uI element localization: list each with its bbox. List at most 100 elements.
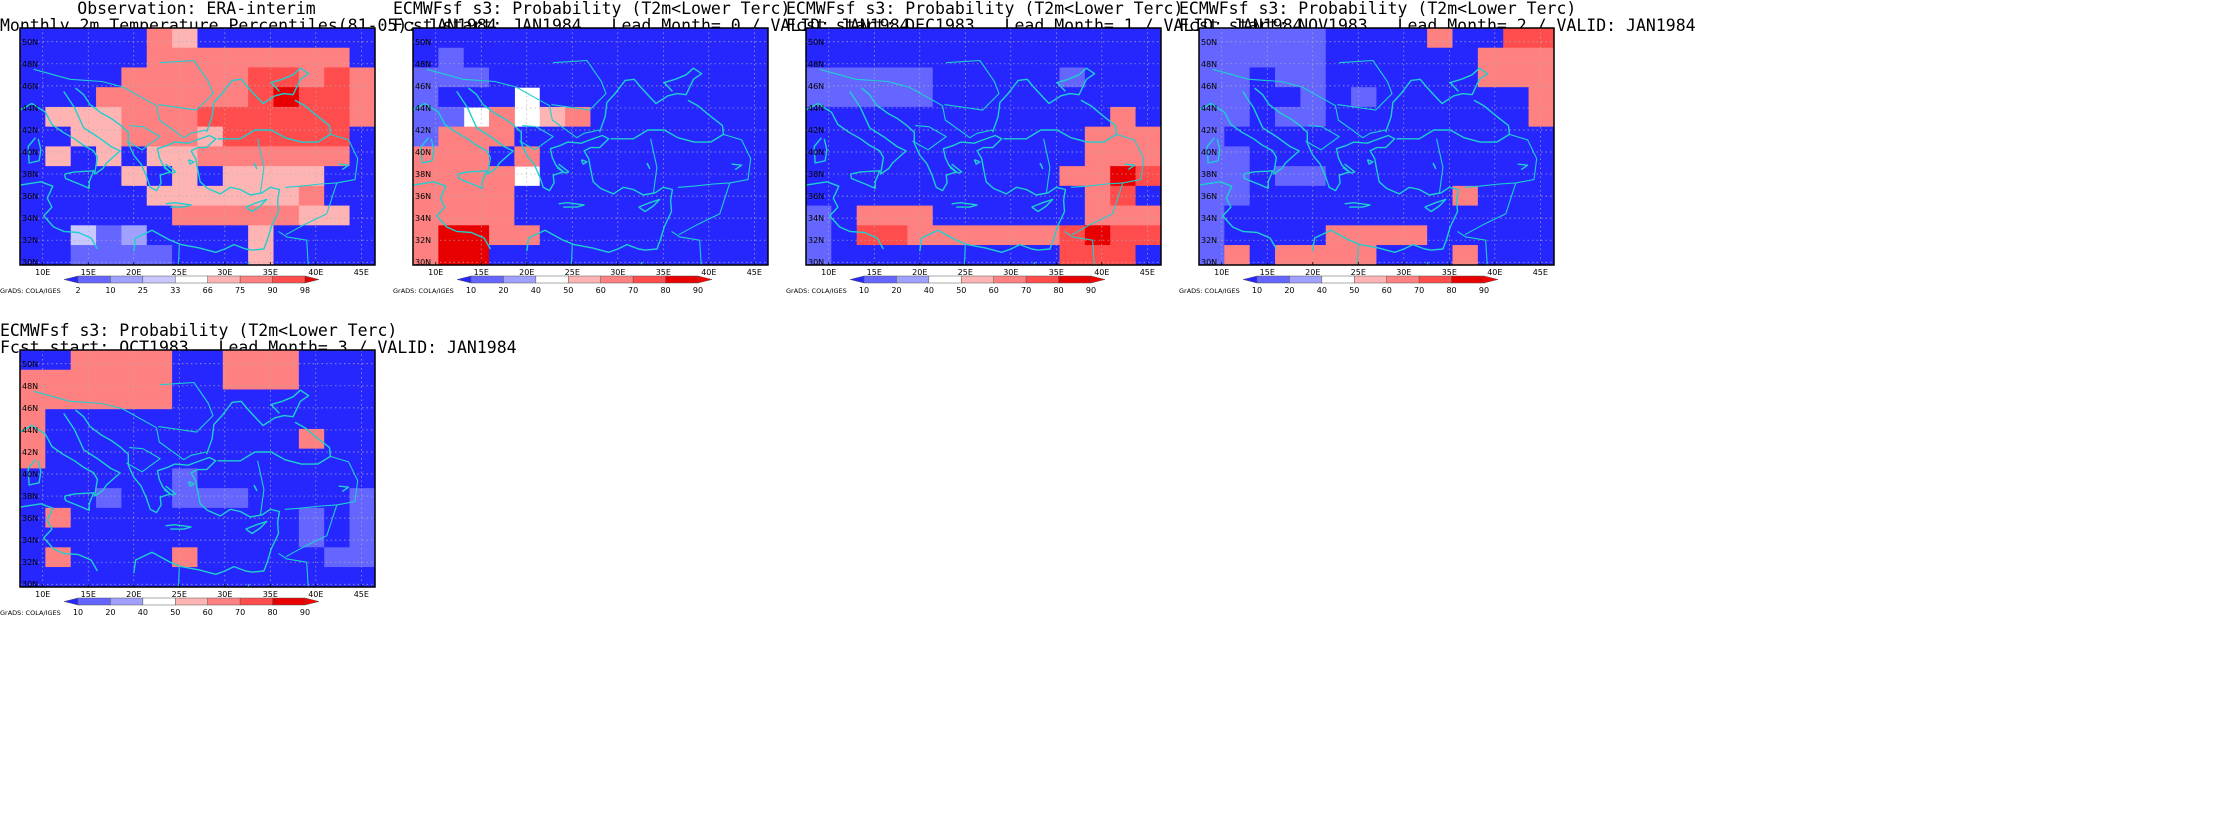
x-tick-label: 40E [308,268,323,277]
grid-cell [1135,126,1161,147]
y-tick-label: 32N [22,236,38,245]
grid-cell [489,185,515,207]
coastline [638,198,661,213]
grid-cell [349,87,375,108]
grid-cell [222,369,249,390]
coastline [951,201,978,208]
coastline [338,163,350,171]
grid-cell [1034,126,1061,147]
grid-cell [197,47,224,68]
grid-cell [463,166,490,187]
grid-cell [1300,245,1327,265]
grid-cell [1059,245,1086,265]
grid-cell [1008,67,1035,88]
grid-cell [1528,225,1554,246]
grid-cell [831,126,858,147]
grid-cell [146,547,173,568]
grid-cell [742,87,768,108]
coastline [205,67,310,133]
colorbar-label: 60 [1382,286,1392,295]
grid-cell [1528,166,1554,187]
grid-cell [121,67,148,88]
grid-cell [438,185,465,207]
grid-cell [489,126,515,147]
grid-cell [539,245,566,265]
coastline [468,87,674,254]
coastline [1366,159,1374,165]
colorbar-label: 40 [138,608,148,617]
grid-cell [590,245,617,265]
x-tick-label: 25E [1351,268,1366,277]
country-border [126,447,161,473]
x-tick-label: 30E [1396,268,1411,277]
grid-cell [1110,87,1137,108]
y-tick-label: 44N [415,104,431,113]
grid-cell [615,28,642,49]
coastline [63,492,95,512]
grid-cell [831,245,858,265]
grid-cell [324,205,351,226]
grid-cell [222,146,249,167]
grid-cell [1008,225,1035,246]
colorbar-label: 50 [563,286,573,295]
grid-cell [349,225,375,246]
x-tick-label: 20E [912,268,927,277]
grid-cell [248,448,275,469]
grid-cell [882,185,908,207]
colorbar-label: 40 [1317,286,1327,295]
grid-cell [641,126,668,147]
x-tick-label: 30E [217,268,232,277]
y-tick-label: 48N [1201,60,1217,69]
map-frame [19,349,376,588]
grid-cell [438,166,465,187]
grid-cell [45,67,72,88]
grid-cell [248,428,275,450]
x-tick-label: 10E [35,590,50,599]
grid-cell [438,28,465,49]
coastline [75,409,281,576]
colorbar-swatch [207,597,241,606]
grid-cell [298,507,325,529]
grid-cell [121,28,148,49]
colorbar-swatch [1090,275,1106,284]
grid-cell [349,245,375,265]
country-border [285,504,338,558]
colorbar-label: 70 [1021,286,1031,295]
grid-cell [691,185,718,207]
grid-cell [742,245,768,265]
colorbar-label: 90 [1086,286,1096,295]
coastline [1124,163,1136,171]
grid-cell [146,428,173,450]
grid-cell [324,428,351,450]
grid-cell [349,547,375,568]
grid-cell [413,185,439,207]
grid-cell [438,146,465,167]
grid-cell [831,166,858,187]
grid-cell [856,47,883,68]
grid-cell [20,369,46,390]
grid-cell [1199,47,1225,68]
grid-cell [70,369,97,390]
grid-cell [1135,146,1161,167]
grid-cell [514,185,541,207]
country-border [33,68,207,139]
country-border [1071,182,1124,236]
grid-cell [45,527,72,548]
colorbar-swatch [142,597,176,606]
grid-cell [1275,205,1301,226]
grid-cell [1110,28,1137,49]
colorbar-swatch [1321,275,1355,284]
y-tick-label: 40N [1201,148,1217,157]
grid-cell [463,87,490,108]
colorbar-swatch [77,597,111,606]
grid-cell [1452,126,1479,147]
coastline [1033,262,1036,265]
grid-cell [298,409,325,430]
colorbar-label: 90 [267,286,277,295]
grid-cell [958,245,984,265]
grid-cell [717,146,744,167]
grid-cell [197,205,224,226]
grads-credit: GrADS: COLA/IGES [393,287,454,295]
y-tick-label: 50N [415,38,431,47]
